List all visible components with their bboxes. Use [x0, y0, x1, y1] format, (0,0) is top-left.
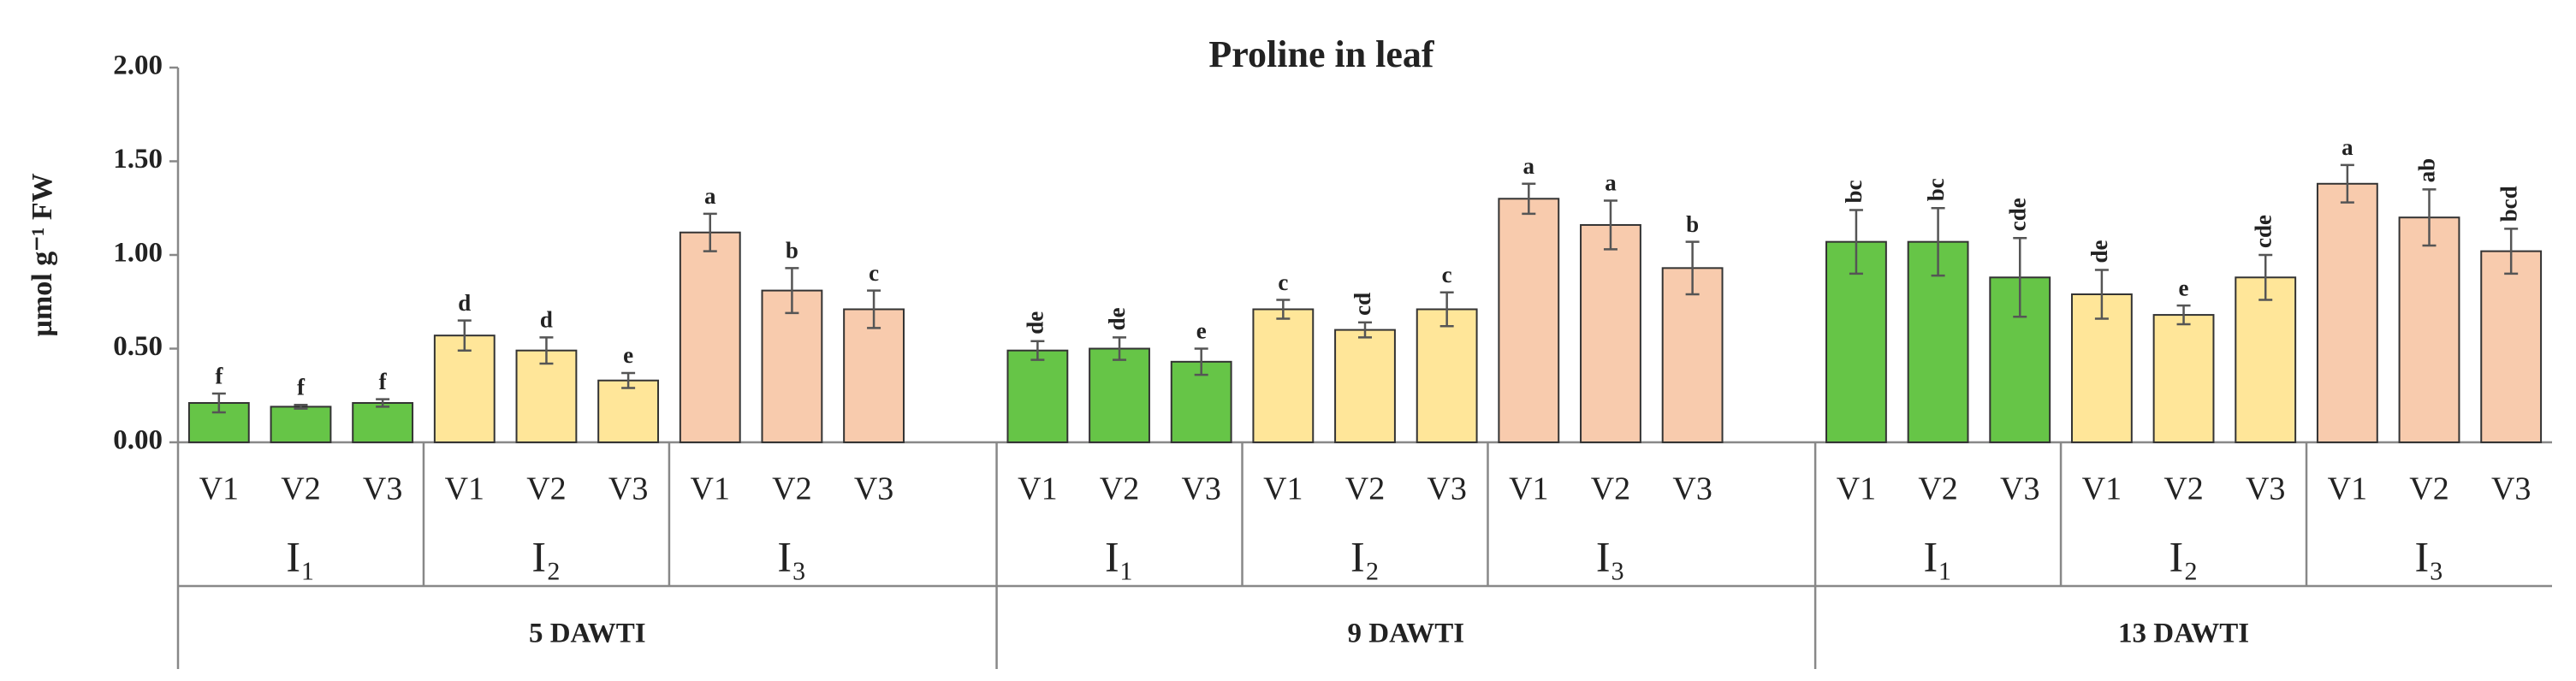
bar: [1661, 267, 1724, 443]
x-tick-label: V2: [1100, 471, 1139, 507]
significance-letter: e: [2179, 275, 2189, 300]
bar: [1089, 347, 1150, 443]
y-tick-label: 1.00: [113, 238, 163, 269]
significance-letter: d: [540, 307, 553, 333]
significance-letter: de: [1023, 311, 1048, 335]
group-label: 5 DAWTI: [529, 619, 646, 649]
x-tick-label: V2: [1591, 471, 1630, 507]
significance-letter: c: [1278, 269, 1288, 295]
significance-letter: b: [786, 238, 798, 264]
x-tick-label: V2: [772, 471, 811, 507]
significance-letter: a: [2342, 134, 2353, 160]
subgroup-label: I₂: [2169, 532, 2199, 580]
x-tick-label: V3: [363, 471, 402, 507]
group-label: 9 DAWTI: [1348, 619, 1465, 649]
significance-letter: bc: [1923, 178, 1949, 201]
bar: [2480, 250, 2543, 443]
bar: [2235, 276, 2297, 443]
bar: [679, 231, 741, 443]
x-tick-label: V2: [281, 471, 320, 507]
x-tick-label: V3: [1672, 471, 1712, 507]
significance-letter: bcd: [2496, 186, 2521, 222]
y-tick-label: 2.00: [113, 50, 163, 81]
significance-letter: f: [297, 374, 306, 400]
subgroup-label: I₂: [531, 532, 561, 580]
bar: [843, 308, 905, 444]
x-tick-label: V1: [1509, 471, 1548, 507]
subgroup-label: I₁: [286, 532, 315, 580]
x-tick-label: V2: [1918, 471, 1957, 507]
x-tick-label: V1: [691, 471, 730, 507]
x-tick-label: V3: [2491, 471, 2531, 507]
x-tick-label: V1: [199, 471, 239, 507]
y-tick-label: 1.50: [113, 144, 163, 175]
x-tick-label: V1: [1018, 471, 1057, 507]
bar: [1498, 198, 1560, 444]
bar: [1006, 349, 1069, 443]
significance-letter: e: [1196, 318, 1207, 344]
bar: [1825, 240, 1887, 444]
significance-letter: f: [215, 363, 223, 388]
subgroup-label: I₂: [1350, 532, 1380, 580]
x-tick-label: V1: [445, 471, 484, 507]
bar: [597, 379, 660, 444]
significance-letter: de: [2086, 240, 2112, 264]
significance-letter: a: [704, 183, 716, 209]
significance-letter: a: [1523, 153, 1535, 179]
bar: [761, 289, 823, 443]
subgroup-label: I₃: [1596, 532, 1625, 580]
subgroup-label: I₁: [1924, 532, 1953, 580]
bar: [1580, 223, 1641, 443]
subgroup-label: I₃: [777, 532, 806, 580]
x-tick-label: V3: [1427, 471, 1466, 507]
x-tick-label: V1: [1263, 471, 1303, 507]
x-tick-label: V2: [2163, 471, 2203, 507]
bar: [270, 406, 332, 444]
significance-letter: bc: [1841, 180, 1867, 203]
significance-letter: c: [869, 260, 879, 286]
y-tick-label: 0.00: [113, 425, 163, 456]
significance-letter: cde: [2250, 215, 2276, 248]
significance-letter: cd: [1350, 293, 1375, 316]
significance-letter: b: [1686, 211, 1699, 237]
significance-letter: d: [458, 290, 471, 316]
significance-letter: cde: [2004, 198, 2030, 231]
bar: [1416, 308, 1478, 444]
x-tick-label: V3: [1181, 471, 1220, 507]
x-tick-label: V3: [854, 471, 893, 507]
x-tick-label: V2: [526, 471, 566, 507]
bar: [1334, 329, 1396, 443]
x-tick-label: V2: [1345, 471, 1385, 507]
bar: [352, 402, 414, 444]
significance-letter: c: [1442, 262, 1452, 287]
significance-letter: f: [379, 369, 388, 394]
x-tick-label: V1: [1837, 471, 1876, 507]
bar: [1252, 308, 1315, 444]
x-tick-label: V3: [2000, 471, 2039, 507]
y-tick-label: 0.50: [113, 331, 163, 362]
significance-letter: ab: [2414, 158, 2440, 183]
significance-letter: e: [623, 342, 633, 368]
group-label: 13 DAWTI: [2118, 619, 2249, 649]
subgroup-label: I₁: [1105, 532, 1134, 580]
y-axis-label: µmol g⁻¹ FW: [27, 173, 58, 336]
x-tick-label: V3: [2246, 471, 2285, 507]
chart-title: Proline in leaf: [1208, 33, 1435, 75]
bar: [2316, 182, 2378, 443]
bar: [2152, 314, 2215, 443]
subgroup-label: I₃: [2414, 532, 2443, 580]
x-tick-label: V1: [2328, 471, 2367, 507]
x-tick-label: V3: [608, 471, 648, 507]
x-tick-label: V2: [2409, 471, 2448, 507]
bar: [2398, 216, 2460, 443]
significance-letter: de: [1104, 307, 1130, 330]
x-tick-label: V1: [2082, 471, 2122, 507]
significance-letter: a: [1605, 170, 1617, 196]
